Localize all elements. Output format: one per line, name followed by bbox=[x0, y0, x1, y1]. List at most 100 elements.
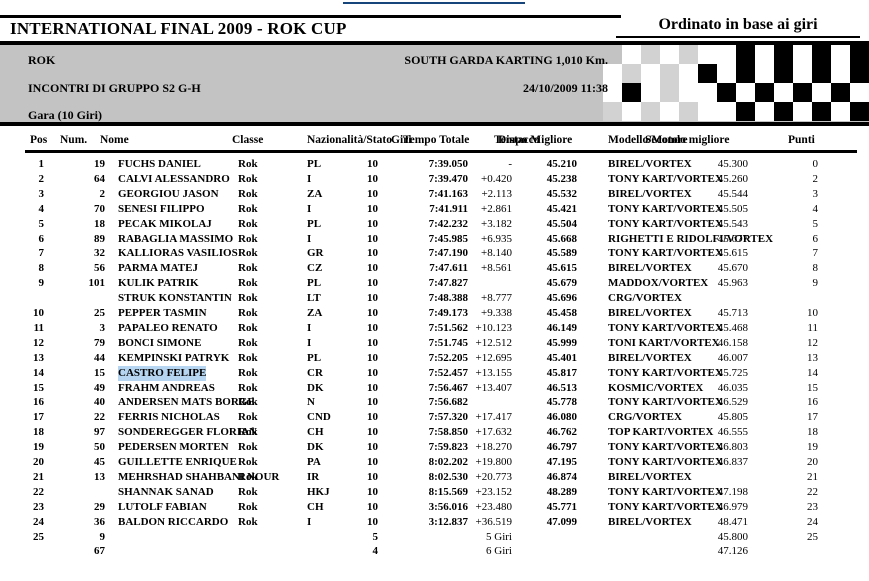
cell-nome: SONDEREGGER FLORIAN bbox=[118, 426, 258, 439]
cell-tempo: 7:47.827 bbox=[428, 277, 468, 290]
cell-mod: BIREL/VORTEX bbox=[608, 351, 692, 364]
cell-classe: Rok bbox=[238, 217, 258, 230]
cell-tempo: 7:41.163 bbox=[428, 187, 468, 200]
top-link-underline[interactable] bbox=[343, 2, 525, 4]
cell-naz: PL bbox=[307, 351, 322, 364]
cell-giri: 10 bbox=[367, 292, 378, 305]
checker-square bbox=[622, 45, 641, 64]
cell-pti: 13 bbox=[807, 351, 818, 364]
checker-square bbox=[736, 83, 755, 102]
cell-classe: Rok bbox=[238, 500, 258, 513]
cell-dist: - bbox=[508, 158, 512, 170]
cell-nome: FERRIS NICHOLAS bbox=[118, 411, 220, 424]
checker-square bbox=[622, 83, 641, 102]
cell-nome: ANDERSEN MATS BORGE bbox=[118, 396, 255, 409]
cell-num: 36 bbox=[94, 515, 105, 528]
cell-tempo: 7:49.173 bbox=[428, 307, 468, 319]
cell-migl: 48.289 bbox=[546, 485, 577, 498]
checker-square bbox=[736, 64, 755, 83]
table-row: 12 79 BONCI SIMONE Rok I 10 7:51.745 +12.512 45.… bbox=[0, 336, 869, 351]
cell-giri: 10 bbox=[367, 262, 378, 275]
cell-num: 18 bbox=[94, 217, 105, 230]
cell-giri: 10 bbox=[367, 500, 378, 513]
title-rule bbox=[0, 15, 621, 18]
cell-nome: BONCI SIMONE bbox=[118, 336, 202, 349]
cell-nome: PEDERSEN MORTEN bbox=[118, 441, 229, 454]
checker-square bbox=[774, 64, 793, 83]
cell-nome: BALDON RICCARDO bbox=[118, 515, 229, 528]
group-label: INCONTRI DI GRUPPO S2 G-H bbox=[28, 81, 201, 95]
cell-sec: 45.963 bbox=[717, 277, 748, 290]
cell-classe: Rok bbox=[238, 441, 258, 454]
checker-square bbox=[793, 45, 812, 64]
cell-classe: Rok bbox=[238, 202, 258, 215]
cell-giri: 10 bbox=[367, 381, 378, 394]
cell-naz: I bbox=[307, 515, 312, 528]
checker-square bbox=[603, 64, 622, 83]
cell-naz: PA bbox=[307, 456, 321, 468]
cell-pti: 17 bbox=[807, 411, 818, 424]
cell-mod: TONY KART/VORTEX bbox=[608, 396, 723, 409]
cell-nome: GUILLETTE ENRIQUE bbox=[118, 456, 237, 468]
cell-tempo: 8:02.530 bbox=[428, 470, 468, 483]
cell-pos: 23 bbox=[33, 500, 44, 513]
cell-migl: 45.696 bbox=[546, 292, 577, 305]
cell-num: 19 bbox=[94, 158, 105, 170]
cell-dist: +18.270 bbox=[475, 441, 512, 454]
checker-square bbox=[717, 102, 736, 121]
cell-mod: KOSMIC/VORTEX bbox=[608, 381, 704, 394]
page-title: INTERNATIONAL FINAL 2009 - ROK CUP bbox=[10, 19, 347, 38]
cell-dist: +36.519 bbox=[475, 515, 512, 528]
cell-sec: 46.555 bbox=[717, 426, 748, 439]
cell-nome: KEMPINSKI PATRYK bbox=[118, 351, 230, 364]
table-row: STRUK KONSTANTIN Rok LT 10 7:48.388 +8.777 45.… bbox=[0, 291, 869, 306]
cell-num: 3 bbox=[99, 321, 106, 334]
cell-pti: 6 bbox=[812, 232, 819, 245]
cell-tempo: 7:42.232 bbox=[428, 217, 468, 230]
cell-naz: ZA bbox=[307, 307, 323, 319]
cell-pos: 17 bbox=[33, 411, 44, 424]
table-row: 16 40 ANDERSEN MATS BORGE Rok N 10 7:56.682 45.… bbox=[0, 395, 869, 410]
cell-dist: +8.777 bbox=[481, 292, 512, 305]
checker-square bbox=[641, 45, 660, 64]
cell-pti: 18 bbox=[807, 426, 818, 439]
class-label: ROK bbox=[28, 53, 56, 67]
cell-naz: CR bbox=[307, 366, 323, 379]
cell-sec: 45.805 bbox=[717, 411, 748, 424]
cell-migl: 46.149 bbox=[546, 321, 577, 334]
cell-classe: Rok bbox=[238, 515, 258, 528]
checker-square bbox=[774, 45, 793, 64]
cell-sec: 46.035 bbox=[717, 381, 748, 394]
cell-giri: 10 bbox=[367, 336, 378, 349]
cell-mod: TONY KART/VORTEX bbox=[608, 485, 723, 498]
checker-square bbox=[679, 64, 698, 83]
cell-pos: 11 bbox=[33, 321, 44, 334]
cell-giri: 10 bbox=[367, 485, 378, 498]
datetime-label: 24/10/2009 11:38 bbox=[522, 81, 608, 95]
cell-sec: 45.670 bbox=[717, 262, 748, 275]
cell-pos: 24 bbox=[33, 515, 44, 528]
cell-nome: FRAHM ANDREAS bbox=[118, 381, 215, 394]
cell-dist: +8.561 bbox=[481, 262, 512, 275]
cell-tempo: 7:39.050 bbox=[428, 158, 468, 170]
checker-square bbox=[831, 64, 850, 83]
table-row: 24 36 BALDON RICCARDO Rok I 10 3:12.837 +36.519… bbox=[0, 515, 869, 530]
cell-nome: CALVI ALESSANDRO bbox=[118, 172, 230, 185]
cell-giri: 10 bbox=[367, 247, 378, 260]
cell-mod: BIREL/VORTEX bbox=[608, 307, 692, 319]
cell-num: 67 bbox=[94, 545, 105, 558]
cell-migl: 46.513 bbox=[546, 381, 577, 394]
cell-pti: 16 bbox=[807, 396, 818, 409]
cell-naz: I bbox=[307, 202, 312, 215]
cell-migl: 45.238 bbox=[546, 172, 577, 185]
table-row: 13 44 KEMPINSKI PATRYK Rok PL 10 7:52.205 +12.6… bbox=[0, 351, 869, 366]
checker-square bbox=[736, 45, 755, 64]
cell-dist: +23.152 bbox=[475, 485, 512, 498]
table-row: 14 15 CASTRO FELIPE Rok CR 10 7:52.457 +13.155 4… bbox=[0, 365, 869, 381]
cell-sec: 45.677 bbox=[717, 232, 748, 245]
cell-naz: ZA bbox=[307, 187, 323, 200]
cell-tempo: 7:51.745 bbox=[428, 336, 468, 349]
cell-dist: +12.512 bbox=[475, 336, 512, 349]
checker-square bbox=[774, 83, 793, 102]
cell-nome: KULIK PATRIK bbox=[118, 277, 199, 290]
